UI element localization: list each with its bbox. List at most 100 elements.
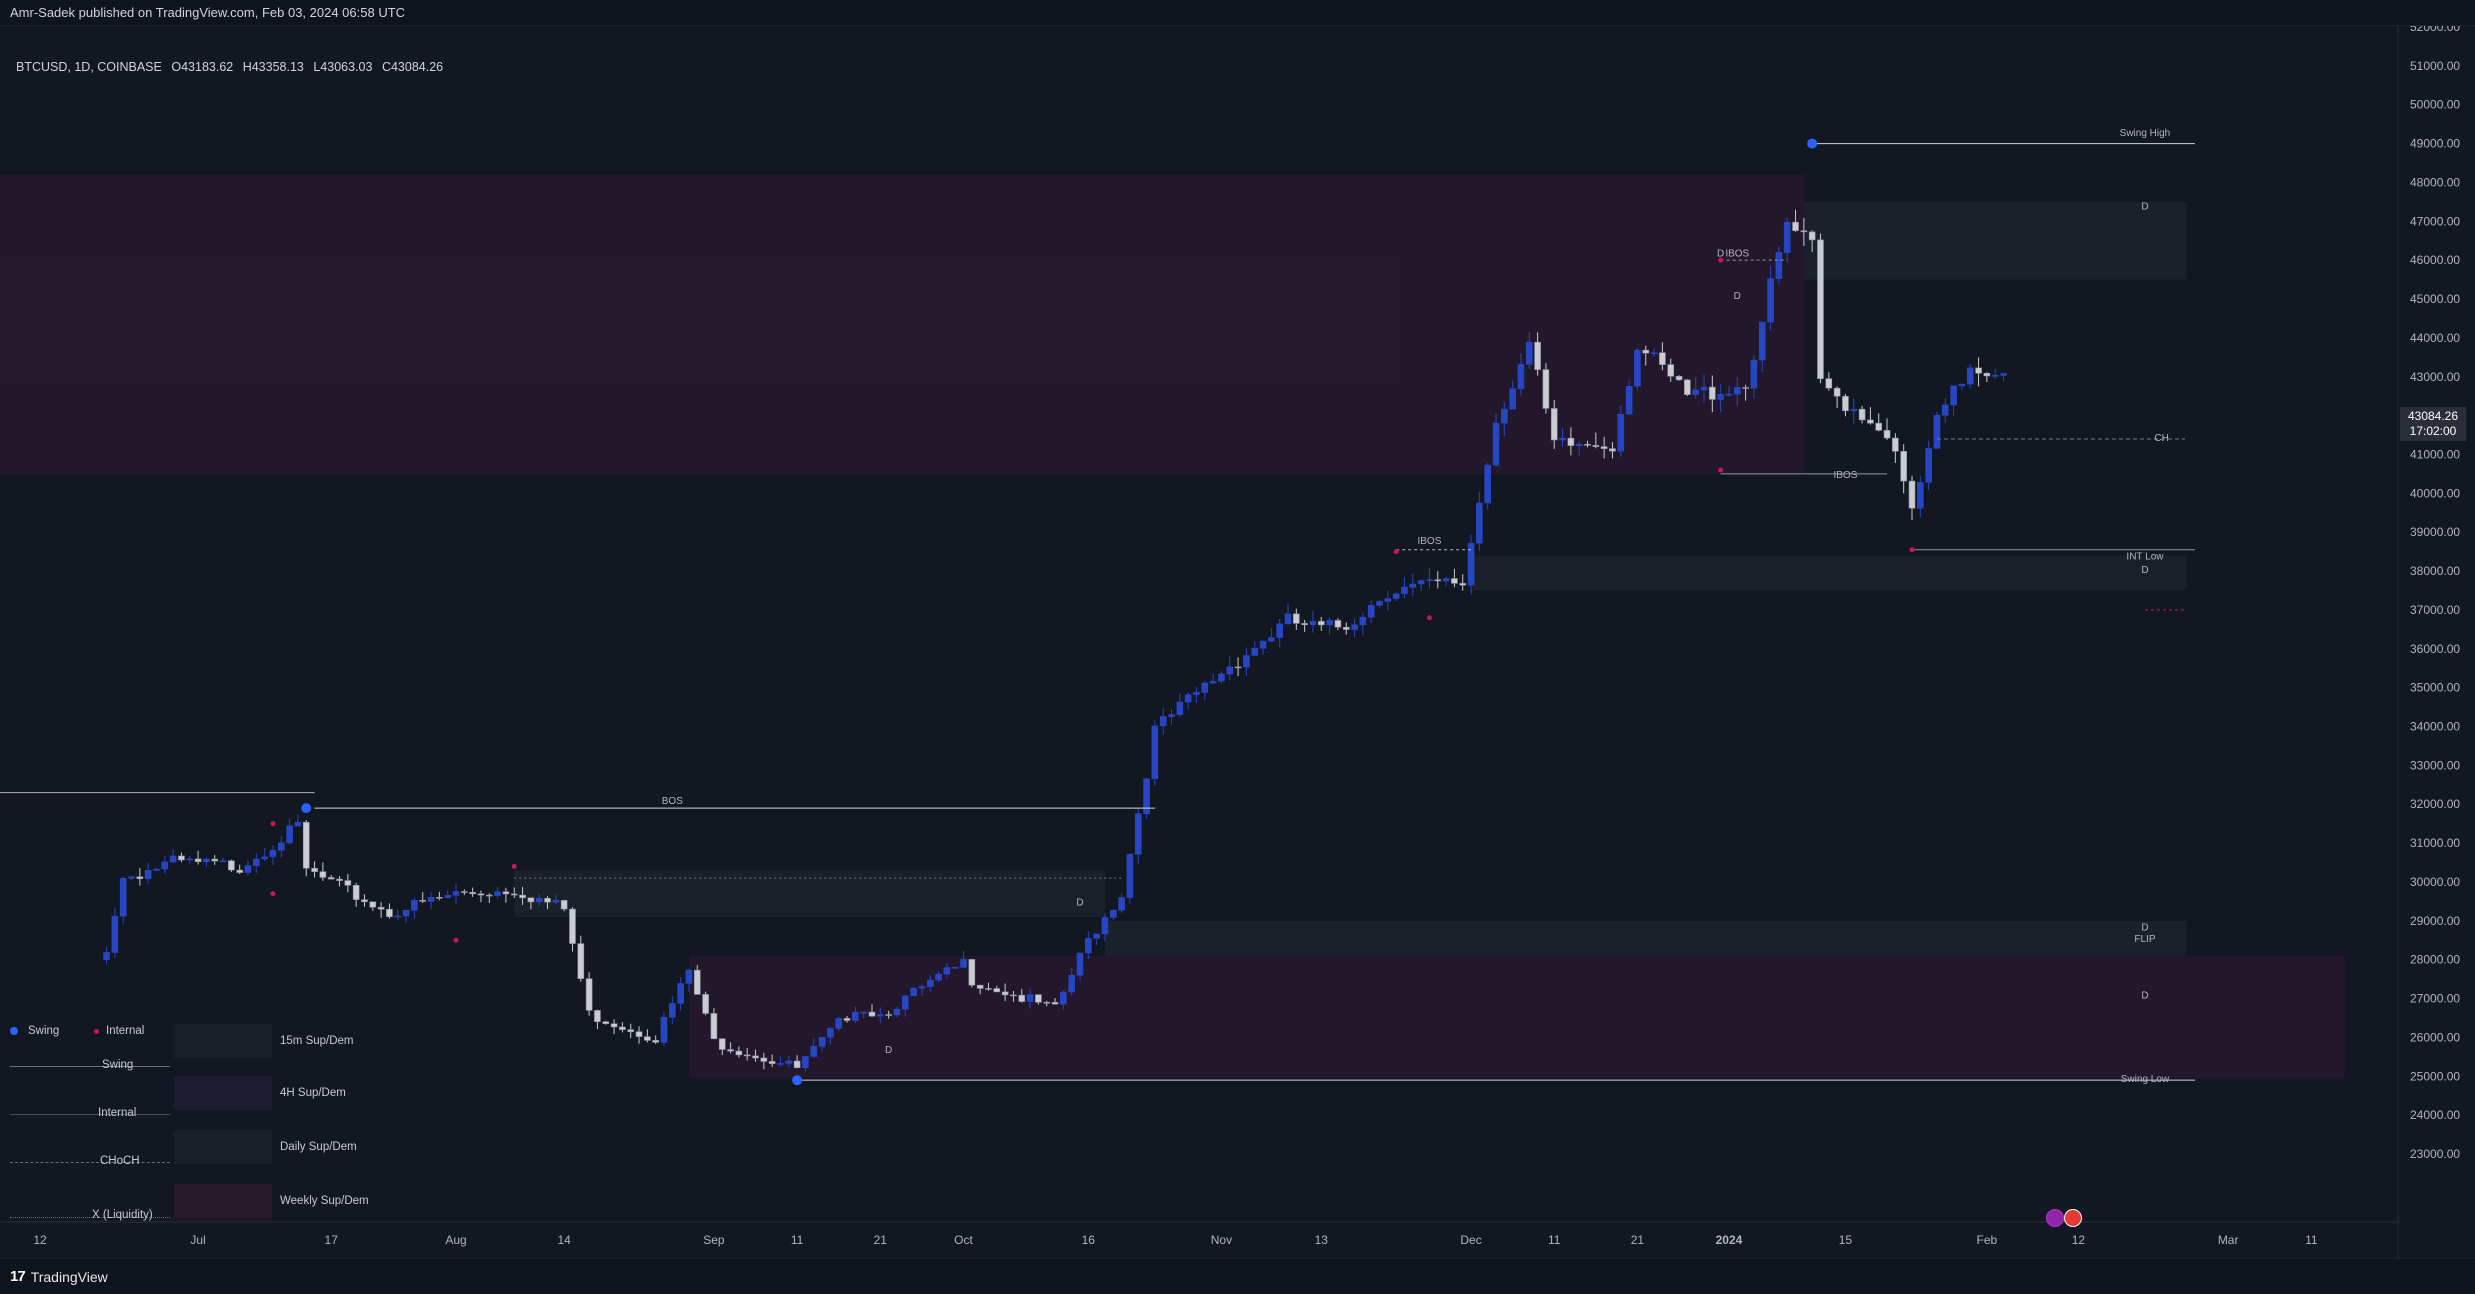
- candle-body: [1417, 580, 1425, 585]
- candle: [1792, 209, 1799, 232]
- candle: [1650, 348, 1658, 357]
- candle-body: [1243, 655, 1250, 668]
- candle: [960, 950, 967, 968]
- candle-body: [669, 1003, 676, 1018]
- candle-body: [1218, 673, 1225, 682]
- candle-body: [627, 1029, 635, 1032]
- annotation-label: D: [2141, 923, 2148, 934]
- candle-body: [527, 897, 535, 903]
- candle-body: [885, 1014, 892, 1016]
- candle: [1184, 692, 1192, 710]
- candle: [627, 1023, 635, 1039]
- chart-area[interactable]: Swing High D IBOS D D IBOS CH IBOS INT Low D BOS D D…: [0, 26, 2475, 1258]
- candle-body: [361, 899, 368, 903]
- candle: [153, 868, 160, 871]
- candle-body: [569, 908, 576, 944]
- candle: [1151, 720, 1159, 786]
- candle-body: [211, 858, 219, 862]
- candle-body: [835, 1018, 843, 1029]
- candle-body: [411, 900, 418, 911]
- candle: [1850, 398, 1858, 424]
- price-tick-label: 25000.00: [2410, 1069, 2460, 1083]
- swing-high-marker: [1807, 138, 1818, 149]
- candle-body: [535, 897, 543, 903]
- candle: [178, 852, 185, 863]
- candle-body: [1758, 321, 1766, 361]
- candle: [1351, 618, 1358, 638]
- candle-body: [327, 877, 335, 880]
- candle: [885, 1010, 892, 1019]
- candle-body: [1151, 725, 1159, 780]
- price-tick-label: 46000.00: [2410, 253, 2460, 267]
- candle: [619, 1022, 626, 1033]
- candle-body: [1534, 341, 1541, 370]
- candle: [228, 859, 235, 873]
- lightning-event-icon[interactable]: [2046, 1209, 2064, 1227]
- legend-swatch-daily: [174, 1130, 272, 1164]
- candle: [1684, 379, 1691, 396]
- legend-line-swing-label: Swing: [102, 1059, 134, 1071]
- symbol-name[interactable]: BTCUSD, 1D, COINBASE: [16, 60, 162, 74]
- candle: [777, 1056, 784, 1067]
- price-tick-label: 49000.00: [2410, 137, 2460, 151]
- candle-body: [852, 1011, 859, 1021]
- candle: [1243, 647, 1250, 677]
- candle-body: [1234, 666, 1242, 669]
- price-tick-label: 34000.00: [2410, 720, 2460, 734]
- candle: [377, 902, 385, 918]
- legend-line-liquidity-label: X (Liquidity): [92, 1209, 153, 1221]
- candle-body: [1675, 375, 1683, 381]
- candle: [1692, 376, 1699, 399]
- time-tick-label: 21: [874, 1233, 888, 1247]
- legend-swatch-15m: [174, 1024, 272, 1058]
- candle-body: [1609, 448, 1616, 452]
- price-tick-label: 26000.00: [2410, 1030, 2460, 1044]
- candle: [103, 946, 110, 965]
- candle-body: [1883, 430, 1891, 439]
- price-tick-label: 41000.00: [2410, 447, 2460, 461]
- candle-body: [119, 877, 127, 917]
- candle: [993, 985, 1001, 993]
- candle-body: [261, 856, 268, 860]
- candle: [1317, 616, 1325, 631]
- time-tick-label: 15: [1839, 1233, 1853, 1247]
- swing-low-marker: [792, 1075, 803, 1086]
- candle: [1076, 952, 1084, 980]
- annotation-label: INT Low: [2126, 551, 2164, 562]
- candle-body: [294, 821, 302, 827]
- candle-body: [311, 867, 318, 872]
- candle-body: [519, 894, 526, 899]
- candle: [427, 892, 435, 910]
- time-tick-label: 17: [325, 1233, 339, 1247]
- candle: [1085, 931, 1092, 960]
- time-tick-label: 11: [791, 1233, 804, 1247]
- candle-body: [1733, 387, 1741, 395]
- candle: [910, 986, 917, 997]
- footer-brand[interactable]: 17 TradingView: [10, 1268, 108, 1285]
- candle-body: [877, 1014, 884, 1017]
- candle: [743, 1047, 751, 1061]
- annotation-label: D: [2141, 202, 2148, 213]
- internal-marker-jul: [270, 821, 276, 827]
- candle-body: [1251, 647, 1259, 656]
- candle: [1717, 384, 1724, 413]
- candle: [253, 853, 260, 873]
- internal-marker-jul-low: [270, 891, 276, 897]
- candle-body: [1367, 604, 1375, 618]
- candle: [1825, 372, 1833, 391]
- candle: [677, 977, 684, 1011]
- price-tick-label: 28000.00: [2410, 953, 2460, 967]
- candle: [1035, 994, 1042, 1005]
- candle: [1060, 990, 1067, 1010]
- legend-line-internal-label: Internal: [98, 1107, 137, 1119]
- us-flag-event-icon[interactable]: [2064, 1209, 2082, 1227]
- candle-body: [610, 1023, 618, 1028]
- candle-body: [1792, 221, 1799, 231]
- candle: [477, 890, 485, 903]
- candle-body: [419, 900, 427, 902]
- candle-body: [402, 909, 410, 917]
- candle: [535, 894, 543, 906]
- candle-body: [144, 870, 152, 879]
- time-tick-label: Dec: [1460, 1233, 1481, 1247]
